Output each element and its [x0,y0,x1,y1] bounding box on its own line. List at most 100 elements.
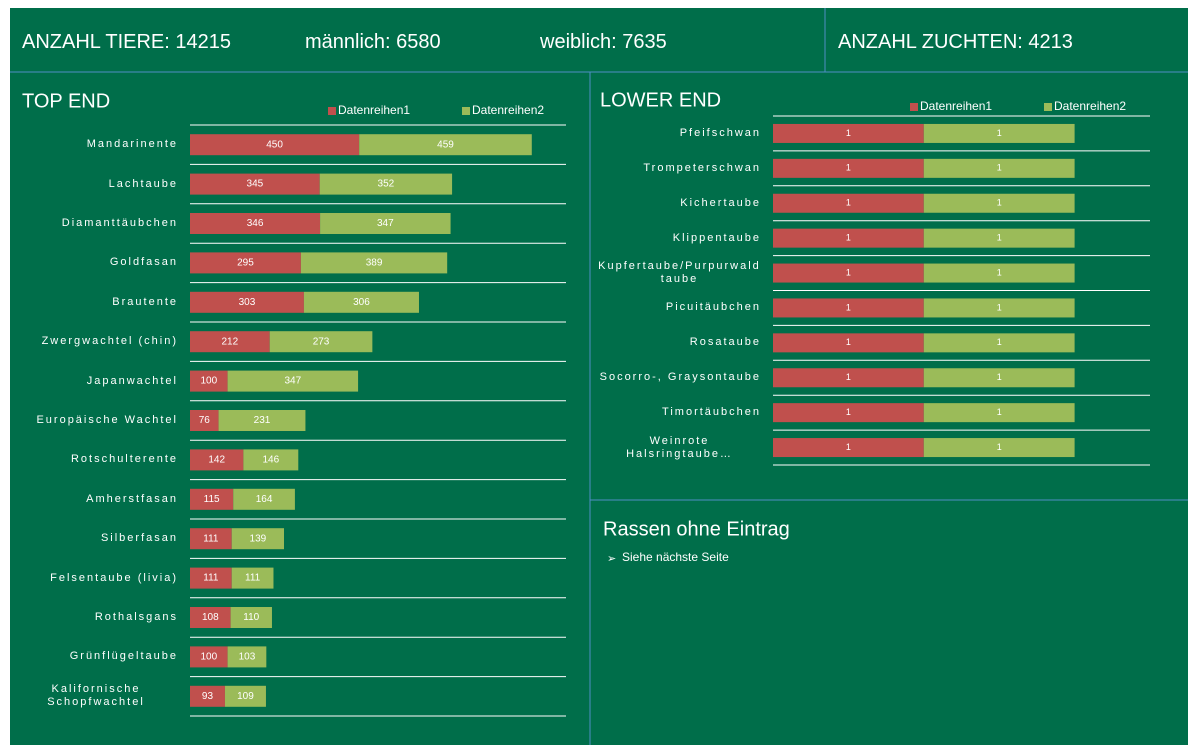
category-label: Mandarinente [86,138,178,151]
bar-segment [300,252,448,274]
bar-segment [923,298,1075,318]
bar-segment [773,158,924,178]
category-label: Klippentaube [672,231,761,244]
bar-segment [190,173,320,195]
bar-segment [227,370,359,392]
bar-segment [190,488,234,510]
bar-segment [773,263,924,283]
breed-count: ANZAHL ZUCHTEN: 4213 [838,31,1073,53]
bar-segment [773,403,924,423]
chart-title: LOWER END [600,89,721,111]
data-label: 1 [997,163,1002,173]
data-label: 1 [846,407,851,417]
bar-segment [773,438,924,458]
data-label: 93 [202,691,214,702]
category-label-box: Trompeterschwan [598,151,761,186]
data-label: 295 [237,258,254,269]
data-label: 1 [846,233,851,243]
data-label: 100 [200,376,217,387]
data-label: 1 [997,267,1002,277]
bar-segment [923,193,1075,213]
bar-segment [190,685,225,707]
data-label: 139 [250,533,267,544]
bar-segment [773,333,924,353]
bar-segment [303,291,419,313]
data-label: 1 [997,372,1002,382]
bar-segment [190,370,228,392]
category-label-box: Japanwachtel [14,361,178,400]
category-label-box: Picuitäubchen [598,291,761,326]
data-label: 303 [239,297,256,308]
data-label: 1 [997,337,1002,347]
bar-segment [923,263,1075,283]
category-label-box: Kupfertaube/Purpurwaldtaube [598,256,761,291]
bar-segment [231,528,284,550]
bar-segment [190,607,231,628]
data-label: 231 [254,415,271,426]
data-label: 1 [846,372,851,382]
category-label: Weinrote Halsringtaube… [626,434,733,460]
data-label: 100 [200,652,217,663]
category-label: Silberfasan [100,532,178,545]
legend-swatch [462,107,470,115]
bar-segment [190,213,321,234]
category-label: Kalifornische Schopfwachtel [47,683,145,709]
data-label: 1 [997,442,1002,452]
bar-segment [773,123,924,143]
category-label-box: Timortäubchen [598,395,761,430]
bar-segment [359,134,532,156]
data-label: 103 [239,652,256,663]
data-label: 1 [846,442,851,452]
legend-swatch [1044,103,1052,111]
bar-segment [190,410,219,431]
bullet-icon: ➢ [607,553,616,565]
legend-label: Datenreihen1 [920,99,992,113]
data-label: 1 [846,163,851,173]
data-label: 108 [202,612,219,623]
category-label-box: Diamanttäubchen [14,204,178,243]
category-label: Kichertaube [680,196,761,209]
bar-segment [773,193,924,213]
category-label-box: Lachtaube [14,164,178,203]
data-label: 111 [203,533,219,544]
category-label-box: Zwergwachtel (chin) [14,322,178,361]
category-label-box: Europäische Wachtel [14,401,178,440]
bar-segment [190,567,232,589]
data-label: 1 [846,337,851,347]
category-label: Diamanttäubchen [61,216,178,229]
category-label: Japanwachtel [86,374,178,387]
category-label: Felsentaube (livia) [50,571,178,584]
data-label: 1 [997,407,1002,417]
bar-segment [923,403,1075,423]
category-label-box: Rotschulterente [14,440,178,479]
bar-segment [224,685,266,707]
data-label: 111 [245,573,261,584]
data-label: 1 [997,198,1002,208]
bar-segment [218,410,306,431]
bar-segment [773,368,924,388]
category-label: Picuitäubchen [665,301,761,314]
bar-segment [231,567,274,589]
bar-segment [773,298,924,318]
data-label: 1 [846,198,851,208]
category-label: Trompeterschwan [643,161,761,174]
legend-label: Datenreihen2 [472,103,544,117]
bar-segment [190,252,301,274]
data-label: 389 [366,258,383,269]
category-label: Timortäubchen [662,406,761,419]
category-label-box: Kalifornische Schopfwachtel [14,677,178,716]
data-label: 110 [243,612,259,623]
bar-segment [923,438,1075,458]
category-label: Grünflügeltaube [69,650,178,663]
data-label: 347 [377,218,394,229]
category-label-box: Felsentaube (livia) [14,558,178,597]
data-label: 115 [204,494,220,505]
legend-swatch [910,103,918,111]
category-label-box: Grünflügeltaube [14,637,178,676]
data-label: 111 [203,573,219,584]
bar-segment [230,607,272,628]
bar-segment [190,449,244,471]
bar-segment [923,228,1075,248]
bar-segment [190,291,304,313]
category-label: Kupfertaube/Purpurwaldtaube [598,260,761,286]
